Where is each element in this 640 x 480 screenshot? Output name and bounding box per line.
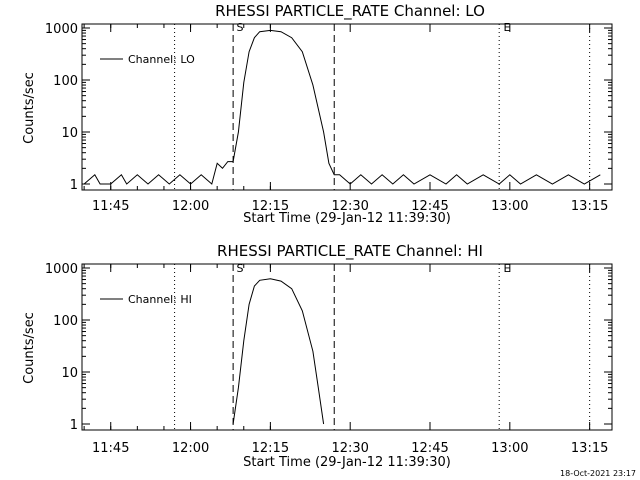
y-tick-label: 10	[61, 126, 78, 141]
plot-frame	[81, 263, 613, 431]
x-tick-label: 12:15	[252, 199, 289, 214]
x-axis-label-lo: Start Time (29-Jan-12 11:39:30)	[243, 211, 451, 226]
x-tick-label: 12:30	[331, 441, 368, 456]
y-axis-label-lo: Counts/sec	[22, 72, 37, 144]
y-tick-label: 1	[70, 418, 78, 433]
x-tick-label: 13:15	[571, 441, 608, 456]
x-tick-label: 13:15	[571, 199, 608, 214]
y-tick-label: 10	[61, 366, 78, 381]
chart-title-hi: RHESSI PARTICLE_RATE Channel: HI	[217, 242, 483, 261]
y-tick-label: 1	[70, 178, 78, 193]
chart-title-lo: RHESSI PARTICLE_RATE Channel: LO	[215, 2, 485, 21]
marker-label-e-hi: E	[504, 262, 511, 275]
x-tick-label: 12:15	[252, 441, 289, 456]
marker-label-e-lo: E	[504, 21, 511, 34]
x-tick-label: 11:45	[92, 199, 129, 214]
y-tick-label: 100	[53, 314, 78, 329]
plot-frame	[81, 23, 613, 191]
x-tick-label: 13:00	[491, 441, 528, 456]
x-tick-label: 12:00	[172, 199, 209, 214]
y-axis-label-hi: Counts/sec	[22, 312, 37, 384]
series-line	[83, 29, 601, 185]
x-tick-label: 13:00	[491, 199, 528, 214]
y-tick-label: 1000	[45, 262, 78, 277]
plot-area-hi: 1 10 100 1000 11:45 12:00 12:15 12:30 12:45 13:00…	[45, 262, 613, 456]
timestamp: 18-Oct-2021 23:17	[560, 469, 636, 478]
y-tick-label: 1000	[45, 22, 78, 37]
x-axis-label-hi: Start Time (29-Jan-12 11:39:30)	[243, 455, 451, 470]
marker-label-s-lo: S	[237, 21, 244, 34]
plot-area-lo: 1 10 100 1000 11:45 12:00 12:15 12:30 12:45 13:00…	[45, 22, 613, 214]
x-tick-label: 12:45	[411, 199, 448, 214]
y-tick-label: 100	[53, 74, 78, 89]
series-line	[232, 278, 325, 425]
legend-label-lo: Channel: LO	[128, 53, 195, 66]
legend-label-hi: Channel: HI	[128, 293, 192, 306]
x-tick-label: 11:45	[92, 441, 129, 456]
x-tick-label: 12:45	[411, 441, 448, 456]
marker-label-s-hi: S	[237, 262, 244, 275]
x-tick-label: 12:00	[172, 441, 209, 456]
x-tick-label: 12:30	[331, 199, 368, 214]
